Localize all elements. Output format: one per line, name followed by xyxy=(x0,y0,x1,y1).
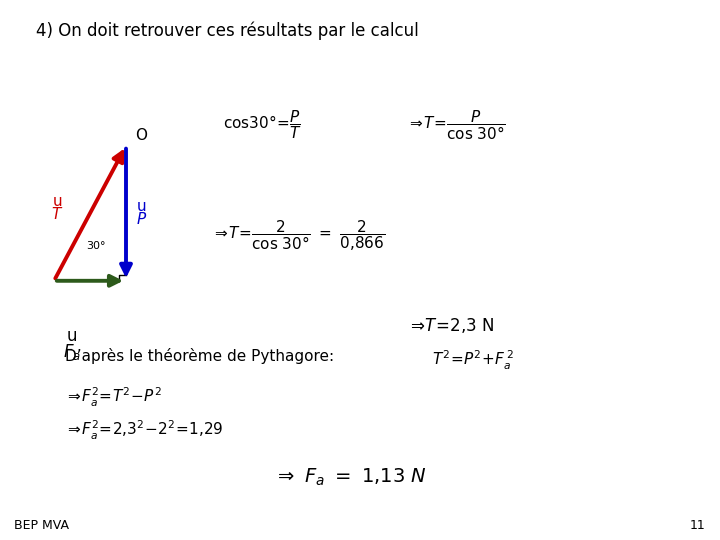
Text: u
$\mathit{T}$: u $\mathit{T}$ xyxy=(51,194,64,222)
Text: $\Rightarrow\! T\!=\!2{,}3\ \mathrm{N}$: $\Rightarrow\! T\!=\!2{,}3\ \mathrm{N}$ xyxy=(407,316,495,335)
Text: 4) On doit retrouver ces résultats par le calcul: 4) On doit retrouver ces résultats par l… xyxy=(36,22,419,40)
Text: u
$\mathit{F_a}$: u $\mathit{F_a}$ xyxy=(63,327,81,362)
Text: $\Rightarrow\!F_{a}^{2}\!=\!2{,}3^{2}\!-\!2^{2}\!=\!1{,}29$: $\Rightarrow\!F_{a}^{2}\!=\!2{,}3^{2}\!-… xyxy=(65,418,223,442)
Text: $\Rightarrow\!F_{a}^{2}\!=\!T^{2}\!-\!P^{2}$: $\Rightarrow\!F_{a}^{2}\!=\!T^{2}\!-\!P^… xyxy=(65,386,161,409)
Text: u
$\mathit{P}$: u $\mathit{P}$ xyxy=(136,199,148,227)
Text: $T^{2}\!=\!P^{2}\!+\!F_{a}^{\,2}$: $T^{2}\!=\!P^{2}\!+\!F_{a}^{\,2}$ xyxy=(432,348,514,372)
Text: 11: 11 xyxy=(690,519,706,532)
Text: $\Rightarrow\ F_{a}\ =\ 1{,}13\ N$: $\Rightarrow\ F_{a}\ =\ 1{,}13\ N$ xyxy=(274,467,426,488)
Text: $\Rightarrow\! T\!=\!\dfrac{2}{\mathrm{cos}\ 30°}\ =\ \dfrac{2}{0{,}866}$: $\Rightarrow\! T\!=\!\dfrac{2}{\mathrm{c… xyxy=(212,219,385,253)
Text: D’après le théorème de Pythagore:: D’après le théorème de Pythagore: xyxy=(65,348,334,364)
Text: O: O xyxy=(135,128,147,143)
Text: $\mathrm{cos}30°\!=\!\dfrac{P}{T}$: $\mathrm{cos}30°\!=\!\dfrac{P}{T}$ xyxy=(223,108,302,141)
Text: $\Rightarrow\! T\!=\!\dfrac{P}{\mathrm{cos}\ 30°}$: $\Rightarrow\! T\!=\!\dfrac{P}{\mathrm{c… xyxy=(407,108,505,142)
Text: 30°: 30° xyxy=(86,241,106,251)
Text: BEP MVA: BEP MVA xyxy=(14,519,69,532)
